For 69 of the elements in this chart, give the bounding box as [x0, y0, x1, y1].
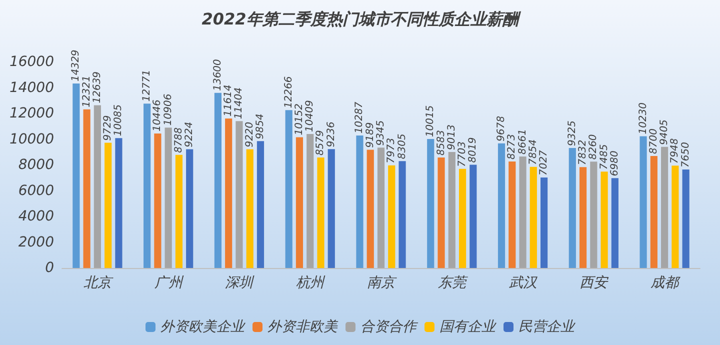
data-label: 10906	[162, 94, 174, 126]
x-tick-label: 杭州	[296, 275, 326, 291]
data-label: 8579	[315, 130, 326, 156]
data-label: 8305	[396, 134, 408, 160]
data-label: 8700	[648, 128, 660, 154]
data-label: 9013	[446, 124, 458, 150]
legend-label: 合资合作	[360, 319, 418, 335]
x-tick-label: 武汉	[508, 275, 538, 291]
data-label: 8260	[588, 134, 600, 160]
data-label: 7027	[538, 149, 550, 176]
y-tick-label: 4000	[18, 208, 54, 224]
data-label: 10409	[304, 100, 316, 132]
x-tick-label: 成都	[650, 275, 681, 291]
data-label: 6980	[609, 150, 620, 176]
data-label: 9189	[364, 122, 376, 148]
data-label: 9236	[326, 122, 337, 148]
data-label: 9854	[254, 114, 266, 140]
y-tick-label: 8000	[18, 157, 54, 173]
data-label: 13600	[212, 59, 224, 91]
data-label: 8019	[468, 137, 479, 163]
x-tick-label: 东莞	[438, 275, 468, 291]
data-label: 12771	[142, 70, 153, 102]
data-label: 14329	[70, 50, 82, 82]
y-tick-label: 12000	[9, 106, 54, 122]
x-tick-label: 西安	[580, 275, 610, 291]
data-label: 8661	[517, 129, 528, 154]
data-label: 8273	[506, 134, 518, 160]
data-label: 7703	[457, 141, 468, 167]
data-label: 9325	[566, 120, 578, 146]
y-tick-label: 14000	[9, 80, 54, 96]
data-label: 9678	[496, 116, 508, 142]
legend-label: 国有企业	[440, 319, 498, 335]
data-label: 9224	[184, 122, 196, 148]
data-label: 7832	[578, 140, 589, 166]
y-tick-label: 16000	[9, 54, 54, 70]
data-label: 7485	[598, 144, 610, 170]
data-label: 10287	[354, 101, 366, 134]
data-label: 8788	[173, 127, 184, 153]
y-tick-label: 6000	[18, 182, 54, 199]
legend-label: 民营企业	[518, 319, 576, 335]
y-tick-label: 10000	[9, 131, 54, 148]
data-label: 8583	[436, 130, 447, 156]
data-label: 10230	[638, 102, 649, 134]
data-label: 10085	[113, 104, 124, 136]
data-label: 12321	[81, 76, 92, 108]
data-label: 10152	[294, 103, 305, 136]
data-label: 12639	[92, 71, 103, 104]
data-label: 7948	[670, 138, 681, 164]
data-label: 9405	[659, 119, 670, 145]
x-tick-label: 南京	[367, 275, 397, 291]
legend-label: 外资欧美企业	[160, 319, 246, 335]
legend-label: 外资非欧美	[268, 319, 338, 335]
x-tick-label: 深圳	[225, 275, 256, 291]
data-label: 7854	[528, 139, 539, 165]
data-label: 9729	[102, 115, 114, 141]
data-label: 10446	[152, 100, 164, 132]
data-label: 10015	[425, 105, 436, 138]
data-label: 9345	[376, 120, 386, 146]
data-label: 11404	[234, 87, 245, 120]
data-label: 11614	[223, 84, 234, 116]
y-tick-label: 2000	[18, 234, 54, 250]
x-tick-label: 广州	[154, 275, 184, 291]
data-label: 7650	[680, 142, 692, 168]
data-label: 7973	[386, 138, 398, 164]
data-label: 9220	[244, 122, 256, 148]
y-tick-label: 0	[45, 260, 54, 276]
x-tick-label: 北京	[83, 275, 114, 291]
chart-title: 2022年第二季度热门城市不同性质企业薪酬	[202, 10, 522, 28]
data-label: 12266	[283, 76, 294, 108]
